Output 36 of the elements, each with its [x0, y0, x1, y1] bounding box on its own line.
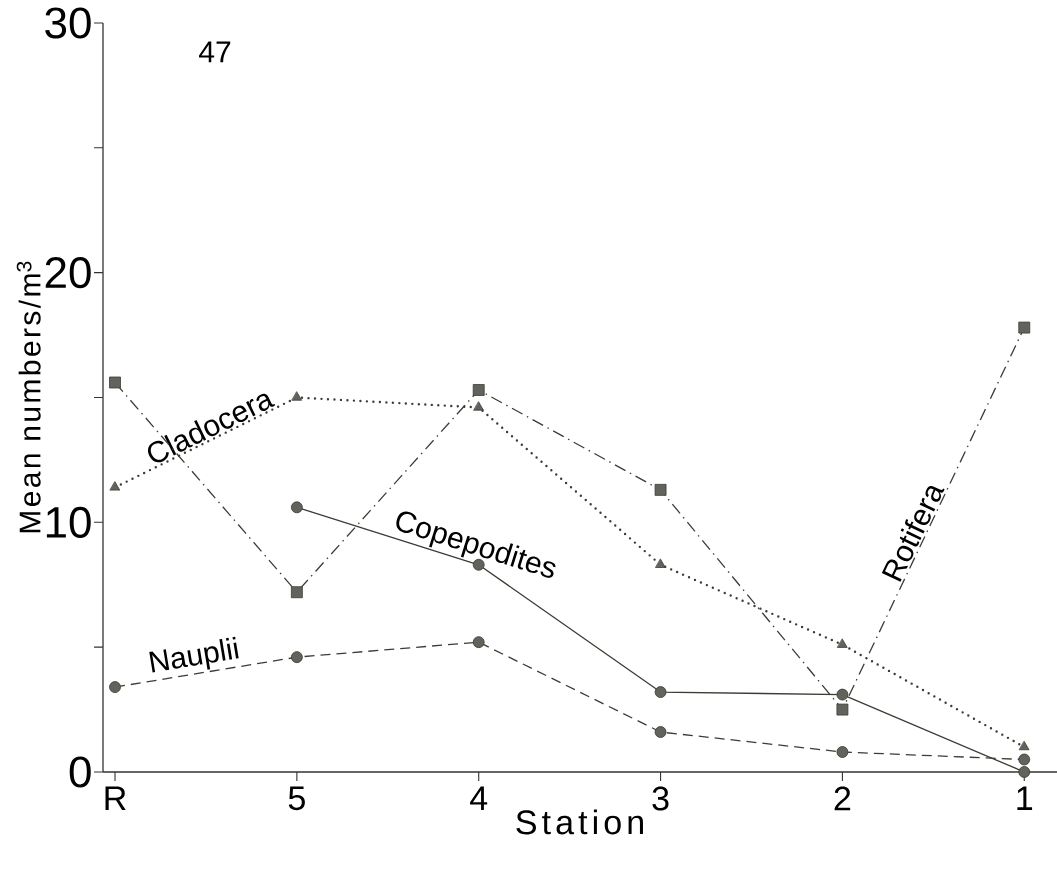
y-tick-label: 20 — [45, 257, 91, 289]
y-axis-title: Mean numbers/m$^{3}$ — [16, 261, 41, 533]
point — [1018, 753, 1031, 766]
y-tick-label: 0 — [69, 756, 91, 788]
text: Nauplii — [149, 636, 239, 673]
x-tick-label: R — [105, 786, 126, 810]
point — [836, 688, 849, 701]
x-axis-title: Station — [516, 809, 643, 835]
point — [837, 638, 848, 648]
point — [654, 726, 667, 738]
point — [654, 686, 667, 698]
x-tick-label: 5 — [288, 786, 305, 811]
point — [290, 651, 303, 664]
y-tick-label: 10 — [46, 506, 91, 538]
point — [291, 391, 303, 401]
point — [1018, 766, 1031, 778]
point — [655, 558, 666, 568]
x-tick-label: 3 — [652, 786, 669, 811]
point — [654, 483, 667, 496]
point — [290, 501, 303, 514]
annotation: 47 — [199, 41, 231, 63]
point — [1019, 741, 1030, 751]
point — [836, 746, 849, 758]
point — [1018, 321, 1031, 334]
x-tick-label: 4 — [470, 786, 488, 810]
point — [109, 376, 121, 389]
x-tick-label: 1 — [1017, 786, 1033, 810]
y-tick-label: 30 — [45, 7, 91, 39]
x-tick-label: 2 — [834, 786, 851, 811]
point — [290, 586, 303, 599]
point — [109, 481, 121, 491]
point — [473, 401, 484, 411]
point — [836, 703, 849, 716]
point — [472, 384, 485, 396]
point — [472, 636, 485, 649]
point — [109, 681, 121, 693]
